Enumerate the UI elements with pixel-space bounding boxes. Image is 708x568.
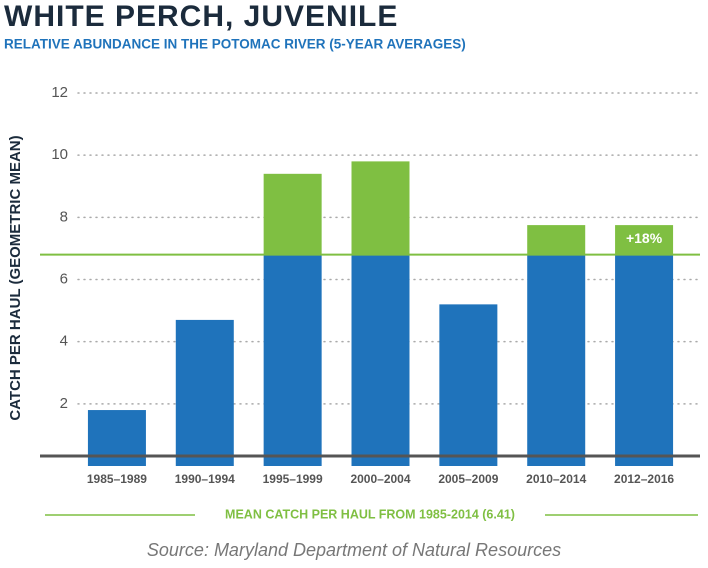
bar-segment <box>615 254 674 466</box>
x-tick-label: 2000–2004 <box>350 472 410 486</box>
y-axis-label: CATCH PER HAUL (GEOMETRIC MEAN) <box>7 135 24 420</box>
bar-segment <box>615 225 674 255</box>
bar-segment <box>527 254 586 466</box>
bar-segment <box>87 410 146 466</box>
reference-label: MEAN CATCH PER HAUL FROM 1985-2014 (6.41… <box>225 507 515 521</box>
x-tick-label: 1985–1989 <box>87 472 147 486</box>
y-tick-label: 6 <box>60 270 68 287</box>
bar-segment <box>351 254 410 466</box>
y-tick-label: 10 <box>51 146 68 163</box>
chart-title: WHITE PERCH, JUVENILE <box>4 0 398 33</box>
y-tick-label: 4 <box>60 333 68 350</box>
y-tick-label: 2 <box>60 395 68 412</box>
x-tick-label: 1995–1999 <box>263 472 323 486</box>
bar-segment <box>263 173 322 255</box>
x-tick-label: 2012–2016 <box>614 472 674 486</box>
bar-segment <box>351 161 410 255</box>
y-tick-label: 12 <box>51 84 68 101</box>
bar-segment <box>263 254 322 466</box>
bar-segment <box>175 319 234 466</box>
bar-segment <box>527 225 586 255</box>
source: Source: Maryland Department of Natural R… <box>147 540 561 560</box>
chart-subtitle: RELATIVE ABUNDANCE IN THE POTOMAC RIVER … <box>4 37 466 52</box>
x-tick-label: 2010–2014 <box>526 472 586 486</box>
y-tick-label: 8 <box>60 208 68 225</box>
x-tick-label: 1990–1994 <box>175 472 235 486</box>
x-tick-label: 2005–2009 <box>438 472 498 486</box>
bar-segment <box>439 304 498 466</box>
annotation: +18% <box>626 230 663 246</box>
